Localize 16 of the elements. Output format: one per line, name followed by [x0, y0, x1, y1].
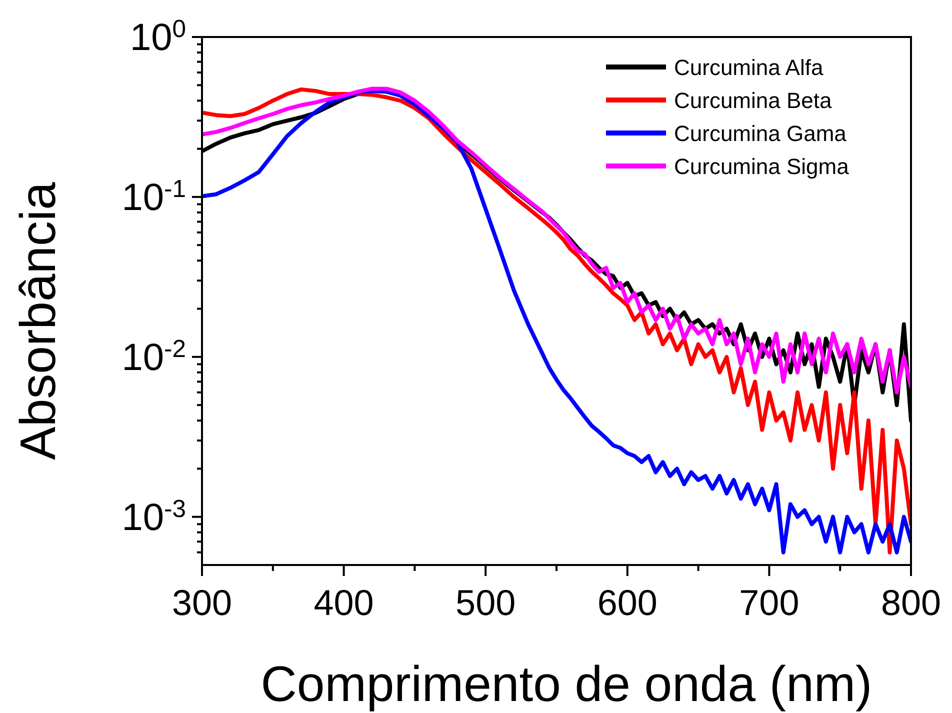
legend-label: Curcumina Alfa	[674, 55, 824, 80]
y-tick-label: 10$^{-1}$	[122, 175, 186, 219]
x-axis-title: Comprimento de onda (nm)	[260, 656, 872, 712]
x-tick-label: 300	[172, 582, 232, 623]
y-axis-title: Absorbância	[10, 182, 66, 460]
y-tick-label: 10$^{0}$	[130, 16, 186, 59]
x-tick-label: 400	[314, 582, 374, 623]
y-tick-label: 10$^{-2}$	[122, 335, 186, 379]
x-tick-label: 700	[739, 582, 800, 623]
legend-label: Curcumina Beta	[674, 88, 833, 113]
legend-label: Curcumina Gama	[674, 121, 848, 146]
x-tick-label: 800	[880, 582, 942, 623]
y-tick-label: 10$^{-3}$	[122, 495, 186, 539]
legend-label: Curcumina Sigma	[674, 154, 850, 179]
x-tick-label: 600	[597, 582, 658, 623]
x-tick-label: 500	[456, 582, 516, 623]
